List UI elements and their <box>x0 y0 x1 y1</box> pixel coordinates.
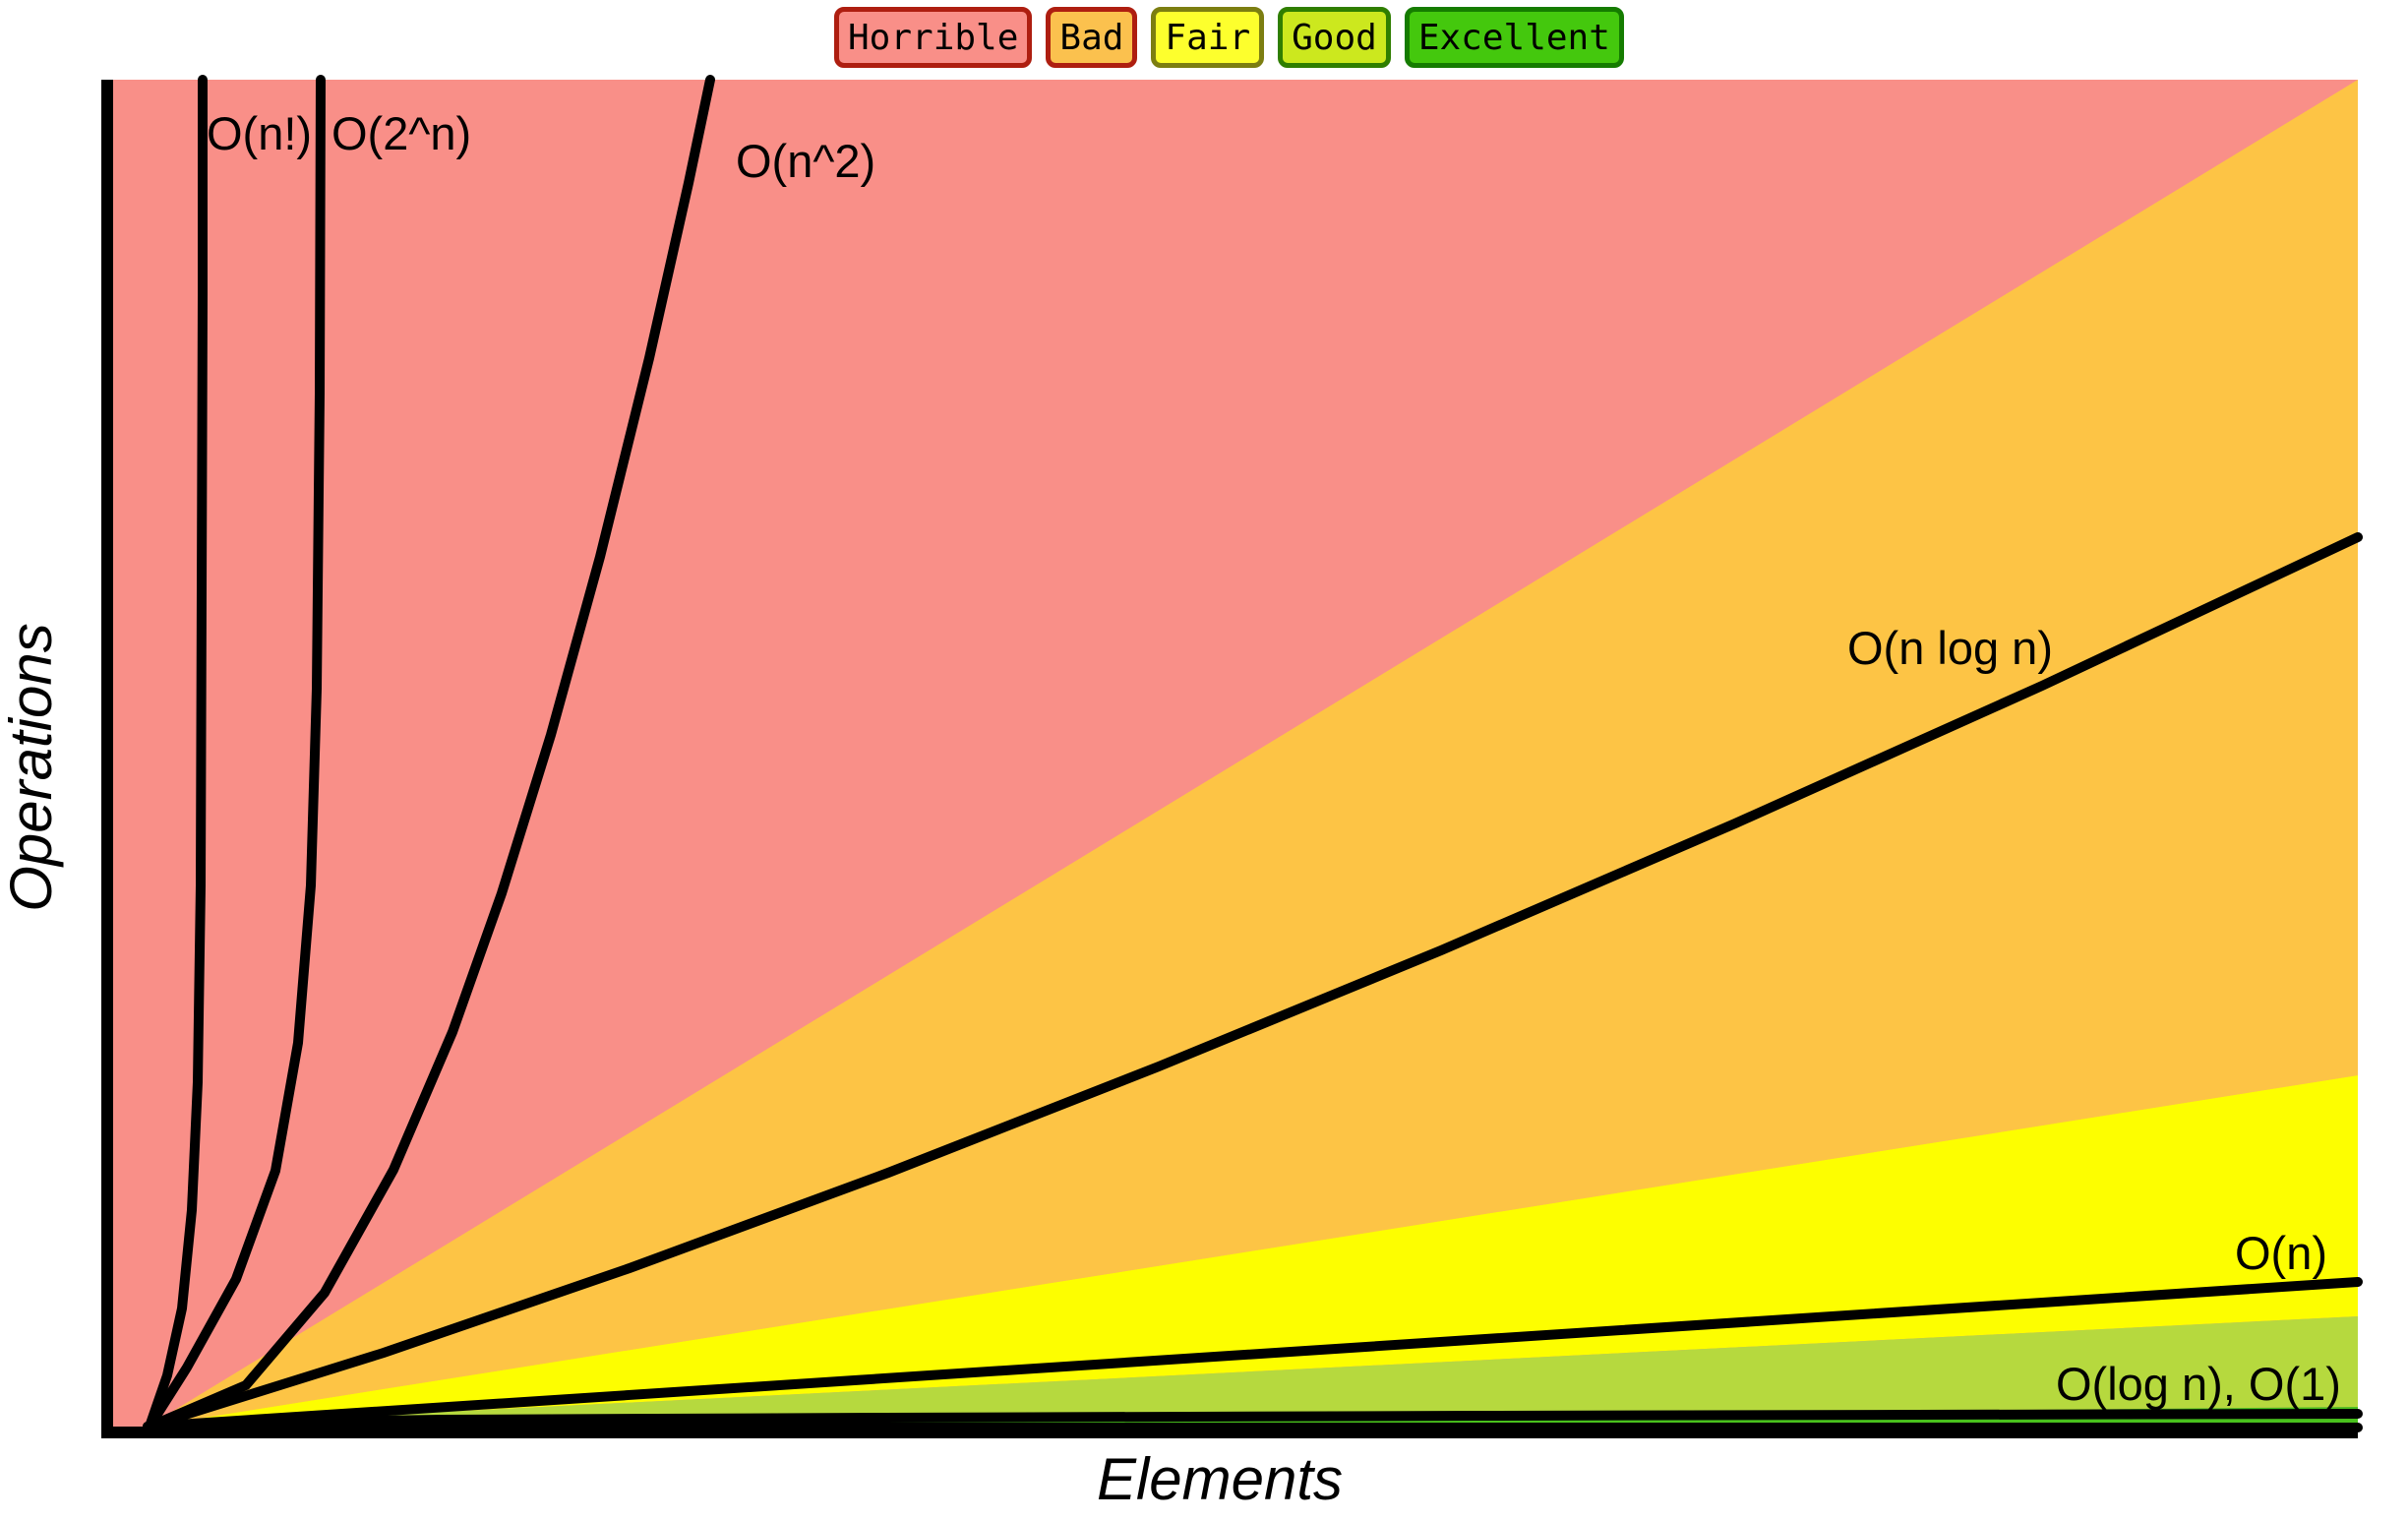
curve-label-o-log-n: O(log n), O(1) <box>2056 1358 2341 1410</box>
curve-label-o-n: O(n) <box>2235 1227 2327 1279</box>
curve-o-n-2 <box>145 75 715 1431</box>
x-axis-line <box>101 1427 2358 1438</box>
curve-label-o-n-2: O(n^2) <box>736 135 875 187</box>
curve-o-n-log-n <box>143 532 2363 1431</box>
legend-item-excellent: Excellent <box>1404 7 1624 68</box>
curve-label-o-n-log-n: O(n log n) <box>1847 622 2053 674</box>
legend: Horrible Bad Fair Good Excellent <box>834 7 1624 68</box>
curve-label-o-2-n: O(2^n) <box>331 107 471 159</box>
curve-o-n <box>143 1277 2363 1431</box>
y-axis-label: Operations <box>0 623 64 912</box>
region-fair <box>148 1075 2358 1427</box>
curve-label-o-n: O(n!) <box>207 107 312 159</box>
region-layer <box>101 80 2358 1427</box>
legend-item-bad: Bad <box>1046 7 1138 68</box>
curve-o-2-n <box>145 75 326 1431</box>
y-axis-line <box>101 80 113 1438</box>
curve-label-layer: O(n!) O(2^n) O(n^2) O(n log n) O(n) O(log n),… <box>207 107 2341 1410</box>
curve-o-n <box>145 75 208 1431</box>
region-good <box>148 1316 2358 1427</box>
x-axis-label: Elements <box>1097 1446 1343 1512</box>
legend-item-fair: Fair <box>1151 7 1265 68</box>
legend-item-good: Good <box>1278 7 1391 68</box>
region-bad <box>148 80 2358 1427</box>
legend-item-horrible: Horrible <box>834 7 1033 68</box>
